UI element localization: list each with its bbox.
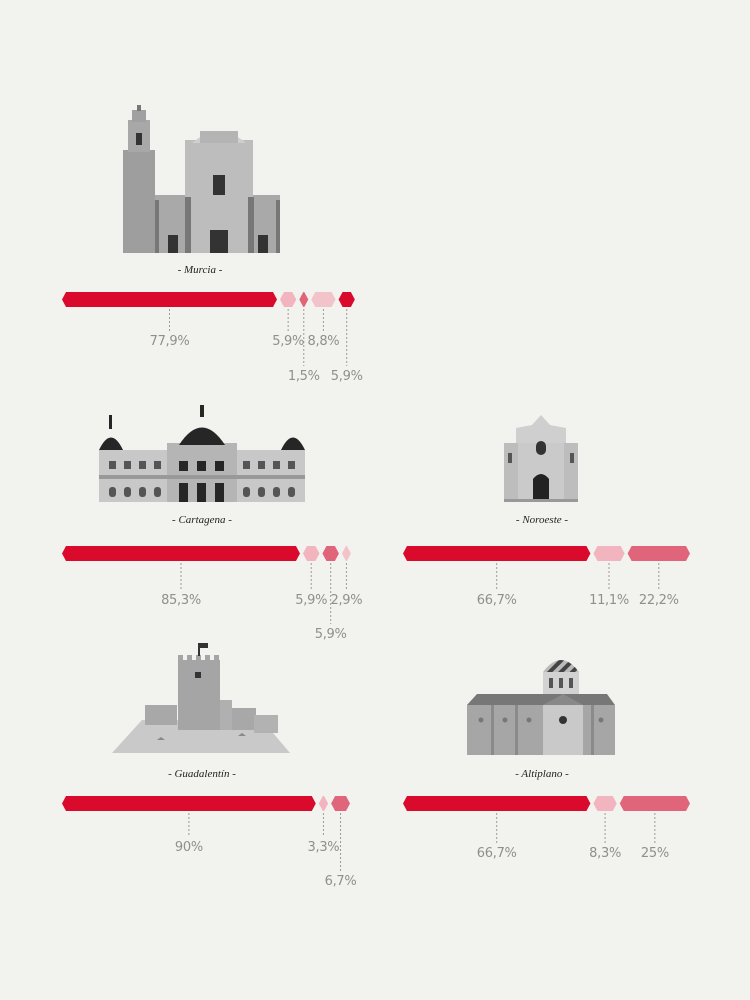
data-label: 66,7% (477, 846, 517, 861)
data-label: 5,9% (331, 369, 363, 384)
data-label: 8,3% (589, 846, 621, 861)
data-label: 25% (641, 846, 669, 861)
murcia-cathedral-icon (123, 105, 280, 253)
data-label: 5,9% (315, 627, 347, 642)
region-title-cartagena: - Cartagena - (172, 514, 232, 526)
bar-segment (619, 796, 690, 811)
bar-segment (62, 796, 316, 811)
data-label: 90% (175, 840, 203, 855)
region-title-guadalentin: - Guadalentín - (168, 768, 236, 780)
bar-segment (62, 546, 300, 561)
bar-segment (318, 796, 329, 811)
data-label: 1,5% (288, 369, 320, 384)
bar-segment (62, 292, 278, 307)
bar-segment (280, 292, 297, 307)
bar-segment (403, 796, 591, 811)
region-title-altiplano: - Altiplano - (515, 768, 569, 780)
bar-segment (331, 796, 350, 811)
bar-segment (593, 796, 617, 811)
guadalentin-castle-icon (112, 643, 290, 753)
cartagena-town-hall-icon (99, 405, 305, 502)
data-label: 6,7% (325, 874, 357, 889)
bar-segment (593, 546, 625, 561)
data-label: 5,9% (295, 593, 327, 608)
bar-segment (322, 546, 339, 561)
bar-segment (299, 292, 309, 307)
bar-segment (338, 292, 355, 307)
bar-segment (403, 546, 591, 561)
data-label: 8,8% (308, 334, 340, 349)
noroeste-church-icon (504, 415, 578, 502)
data-label: 11,1% (589, 593, 629, 608)
bar-segment (341, 546, 351, 561)
data-label: 77,9% (150, 334, 190, 349)
altiplano-church-icon (467, 660, 615, 755)
region-title-murcia: - Murcia - (177, 264, 223, 276)
data-label: 66,7% (477, 593, 517, 608)
bar-segment (627, 546, 690, 561)
data-label: 22,2% (639, 593, 679, 608)
bar-segment (311, 292, 336, 307)
data-label: 5,9% (272, 334, 304, 349)
data-label: 3,3% (308, 840, 340, 855)
data-label: 85,3% (161, 593, 201, 608)
bar-segment (302, 546, 320, 561)
region-title-noroeste: - Noroeste - (515, 514, 569, 526)
data-label: 2,9% (330, 593, 362, 608)
